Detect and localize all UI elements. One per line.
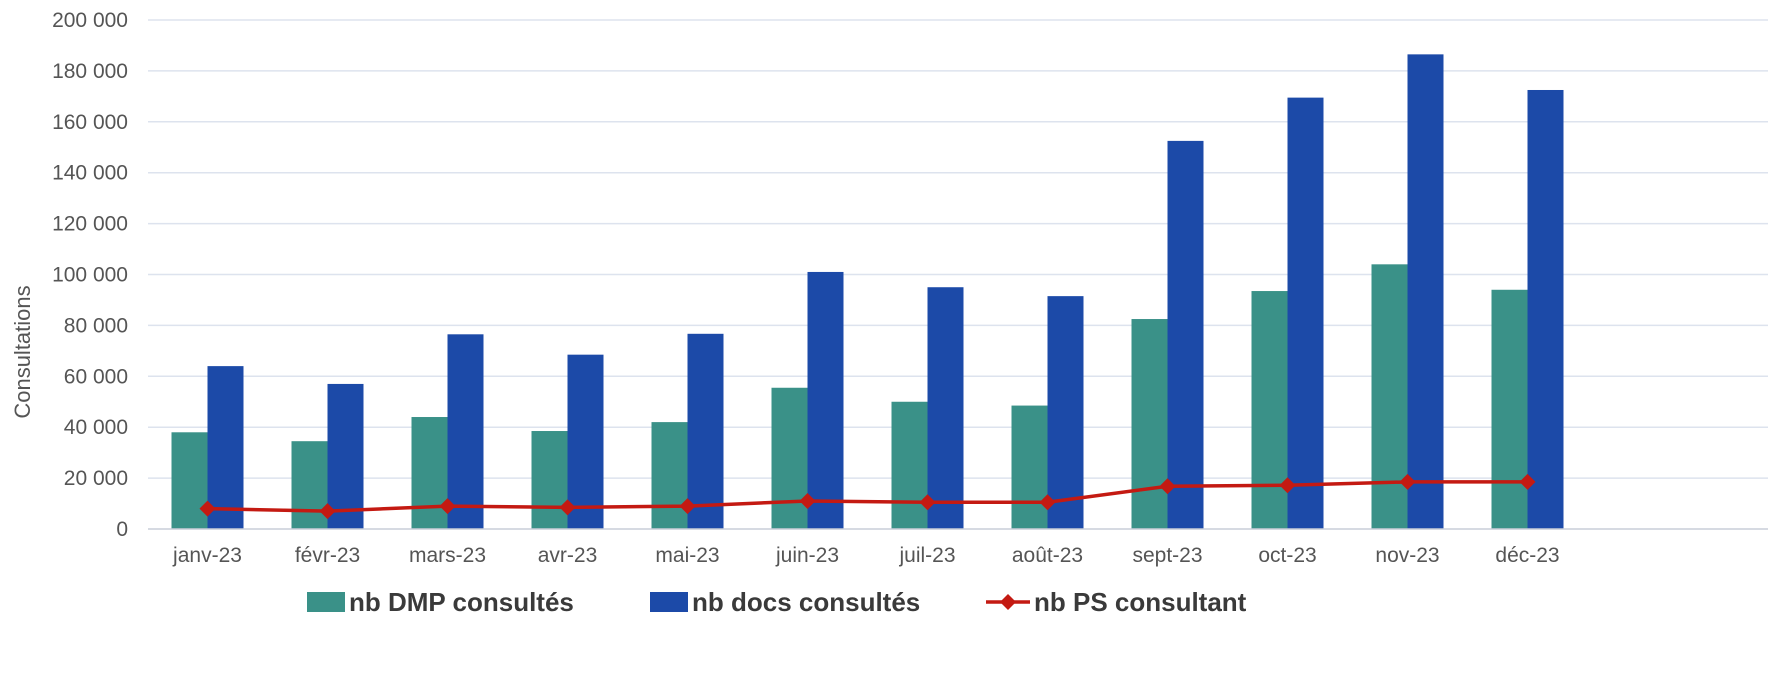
line-point-ps-consultant: [1519, 473, 1536, 490]
legend-label: nb docs consultés: [692, 587, 920, 617]
y-tick-label: 120 000: [52, 213, 128, 236]
y-tick-label: 0: [116, 518, 128, 541]
bar-docs-consultes: [687, 333, 724, 529]
bar-dmp-consultes: [291, 441, 328, 529]
bar-docs-consultes: [207, 366, 244, 529]
x-tick-label: juil-23: [898, 544, 955, 567]
x-tick-label: janv-23: [172, 544, 242, 567]
y-tick-label: 20 000: [64, 467, 128, 490]
y-tick-label: 100 000: [52, 264, 128, 287]
bar-dmp-consultes: [411, 417, 448, 529]
line-point-ps-consultant: [799, 493, 816, 510]
legend-item-docs: nb docs consultés: [650, 587, 920, 617]
bar-dmp-consultes: [771, 387, 808, 529]
legend-swatch-marker: [1000, 594, 1016, 610]
bar-dmp-consultes: [1011, 405, 1048, 529]
bar-dmp-consultes: [171, 432, 208, 529]
line-point-ps-consultant: [1279, 477, 1296, 494]
bar-dmp-consultes: [1131, 319, 1168, 529]
x-tick-label: sept-23: [1132, 544, 1202, 567]
x-axis-tick-labels: janv-23 févr-23 mars-23 avr-23 mai-23 juin-23…: [172, 544, 1560, 567]
y-tick-label: 160 000: [52, 111, 128, 134]
bar-docs-consultes: [567, 354, 604, 529]
line-point-ps-consultant: [1039, 494, 1056, 511]
legend-item-ps: nb PS consultant: [986, 587, 1247, 617]
bar-dmp-consultes: [531, 431, 568, 529]
x-tick-label: juin-23: [775, 544, 839, 567]
bar-docs-consultes: [1407, 54, 1444, 530]
line-point-ps-consultant: [1399, 473, 1416, 490]
x-tick-label: oct-23: [1258, 544, 1316, 567]
line-point-ps-consultant: [679, 498, 696, 515]
y-tick-label: 200 000: [52, 9, 128, 32]
legend-label: nb DMP consultés: [349, 587, 574, 617]
x-tick-label: nov-23: [1375, 544, 1439, 567]
y-tick-label: 40 000: [64, 416, 128, 439]
line-ps-consultant: [207, 480, 1528, 513]
line-series: [199, 473, 1536, 520]
bar-docs-consultes: [1047, 296, 1084, 529]
x-tick-label: août-23: [1012, 544, 1083, 567]
legend-swatch: [650, 592, 688, 612]
y-tick-label: 60 000: [64, 365, 128, 388]
bar-docs-consultes: [1167, 140, 1204, 529]
line-point-ps-consultant: [199, 500, 216, 517]
legend-swatch: [307, 592, 345, 612]
bars: [171, 54, 1564, 530]
x-tick-label: mai-23: [655, 544, 719, 567]
legend-item-dmp: nb DMP consultés: [307, 587, 574, 617]
bar-dmp-consultes: [1251, 291, 1288, 529]
y-axis-tick-labels: 0 20 000 40 000 60 000 80 000 100 000 120 000 1…: [52, 9, 128, 541]
bar-dmp-consultes: [1371, 264, 1408, 529]
bar-dmp-consultes: [891, 401, 928, 529]
bar-docs-consultes: [447, 334, 484, 529]
x-tick-label: déc-23: [1495, 544, 1559, 567]
y-tick-label: 140 000: [52, 162, 128, 185]
bar-docs-consultes: [807, 271, 844, 529]
x-tick-label: avr-23: [538, 544, 598, 567]
line-point-ps-consultant: [1159, 478, 1176, 495]
line-point-ps-consultant: [319, 503, 336, 520]
bar-docs-consultes: [327, 383, 364, 529]
y-tick-label: 180 000: [52, 60, 128, 83]
line-point-ps-consultant: [439, 498, 456, 515]
legend: nb DMP consultés nb docs consultés nb PS c…: [307, 587, 1247, 617]
y-tick-label: 80 000: [64, 314, 128, 337]
bar-dmp-consultes: [1491, 289, 1528, 529]
x-tick-label: mars-23: [409, 544, 486, 567]
legend-label: nb PS consultant: [1034, 587, 1247, 617]
bar-docs-consultes: [927, 287, 964, 529]
y-axis-label: Consultations: [10, 285, 35, 418]
x-tick-label: févr-23: [295, 544, 360, 567]
line-point-ps-consultant: [559, 499, 576, 516]
bar-docs-consultes: [1287, 97, 1324, 529]
bar-dmp-consultes: [651, 422, 688, 529]
bar-docs-consultes: [1527, 89, 1564, 530]
line-point-ps-consultant: [919, 494, 936, 511]
